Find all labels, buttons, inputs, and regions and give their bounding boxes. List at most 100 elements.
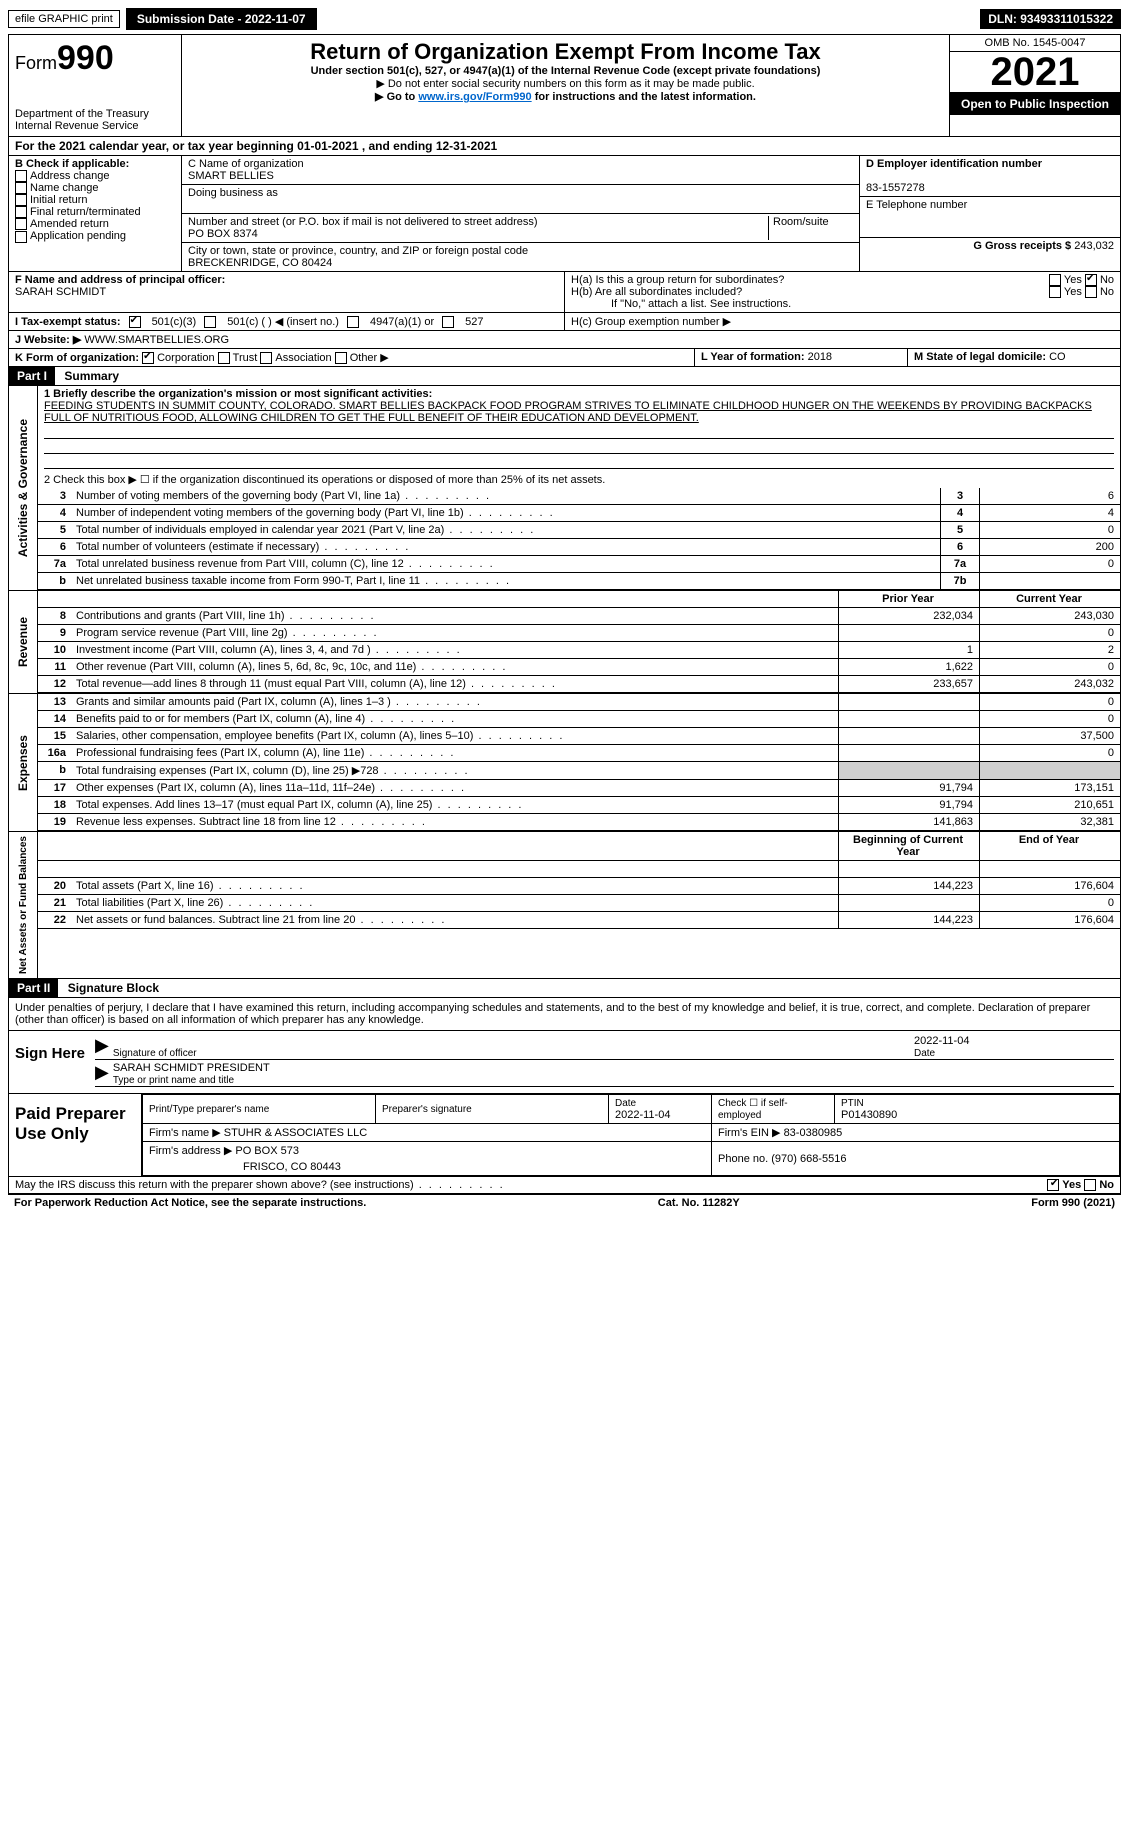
paid-preparer-section: Paid Preparer Use Only Print/Type prepar… — [9, 1094, 1120, 1177]
efile-label: efile GRAPHIC print — [8, 10, 120, 28]
firm-ein: 83-0380985 — [784, 1127, 843, 1139]
h-b-label: H(b) Are all subordinates included? — [571, 286, 742, 298]
ssn-note: ▶ Do not enter social security numbers o… — [190, 77, 941, 90]
revenue-section: Revenue Prior YearCurrent Year8Contribut… — [9, 591, 1120, 694]
tax-period: For the 2021 calendar year, or tax year … — [9, 137, 1120, 156]
paid-preparer-label: Paid Preparer Use Only — [9, 1094, 142, 1176]
part2-header: Part II — [9, 979, 58, 997]
arrow-icon: ▶ — [95, 1035, 109, 1059]
gross-receipts: 243,032 — [1074, 240, 1114, 252]
side-netassets: Net Assets or Fund Balances — [18, 832, 29, 978]
checkbox-501c[interactable] — [204, 316, 216, 328]
sig-officer-label: Signature of officer — [113, 1048, 197, 1059]
part1-header: Part I — [9, 367, 55, 385]
checkbox-name-change[interactable] — [15, 182, 27, 194]
side-revenue: Revenue — [16, 613, 30, 671]
pra-notice: For Paperwork Reduction Act Notice, see … — [14, 1197, 366, 1209]
checkbox-address-change[interactable] — [15, 170, 27, 182]
checkbox-ha-no[interactable] — [1085, 274, 1097, 286]
revenue-table: Prior YearCurrent Year8Contributions and… — [38, 591, 1120, 693]
box-m-label: M State of legal domicile: — [914, 351, 1046, 363]
dept-treasury: Department of the Treasury — [15, 108, 175, 120]
mission-text: FEEDING STUDENTS IN SUMMIT COUNTY, COLOR… — [44, 400, 1092, 424]
website-label: J Website: ▶ — [15, 334, 81, 346]
firm-name: STUHR & ASSOCIATES LLC — [224, 1127, 367, 1139]
firm-addr2: FRISCO, CO 80443 — [243, 1161, 341, 1173]
part1-title: Summary — [58, 367, 125, 385]
irs-link[interactable]: www.irs.gov/Form990 — [418, 91, 531, 103]
checkbox-final-return[interactable] — [15, 206, 27, 218]
box-c-name-label: C Name of organization — [188, 158, 304, 170]
officer-name: SARAH SCHMIDT — [15, 286, 106, 298]
checkbox-hb-yes[interactable] — [1049, 286, 1061, 298]
org-name: SMART BELLIES — [188, 170, 274, 182]
checkbox-trust[interactable] — [218, 352, 230, 364]
tax-year: 2021 — [950, 51, 1120, 93]
line2-text: 2 Check this box ▶ ☐ if the organization… — [38, 471, 1120, 488]
side-expenses: Expenses — [16, 731, 30, 795]
checkbox-amended[interactable] — [15, 218, 27, 230]
tax-exempt-label: I Tax-exempt status: — [15, 316, 121, 328]
checkbox-4947[interactable] — [347, 316, 359, 328]
checkbox-discuss-yes[interactable] — [1047, 1179, 1059, 1191]
checkbox-other[interactable] — [335, 352, 347, 364]
form-title: Return of Organization Exempt From Incom… — [190, 39, 941, 65]
checkbox-application-pending[interactable] — [15, 231, 27, 243]
city-label: City or town, state or province, country… — [188, 245, 528, 257]
discuss-text: May the IRS discuss this return with the… — [15, 1179, 414, 1191]
box-d-label: D Employer identification number — [866, 158, 1042, 170]
ein-value: 83-1557278 — [866, 182, 925, 194]
ptin-value: P01430890 — [841, 1109, 897, 1121]
part2-title: Signature Block — [62, 979, 165, 997]
omb-number: OMB No. 1545-0047 — [950, 35, 1120, 51]
expenses-section: Expenses 13Grants and similar amounts pa… — [9, 694, 1120, 832]
goto-note: ▶ Go to www.irs.gov/Form990 for instruct… — [190, 90, 941, 103]
checkbox-527[interactable] — [442, 316, 454, 328]
room-label: Room/suite — [773, 216, 829, 228]
box-l-label: L Year of formation: — [701, 351, 805, 363]
submission-date-button[interactable]: Submission Date - 2022-11-07 — [126, 8, 317, 30]
checkbox-ha-yes[interactable] — [1049, 274, 1061, 286]
box-g-label: G Gross receipts $ — [973, 240, 1071, 252]
box-e-label: E Telephone number — [866, 199, 967, 211]
governance-table: 3Number of voting members of the governi… — [38, 488, 1120, 590]
netassets-table: Beginning of Current YearEnd of Year 20T… — [38, 832, 1120, 929]
checkbox-discuss-no[interactable] — [1084, 1179, 1096, 1191]
print-name-label: Type or print name and title — [113, 1075, 234, 1086]
expenses-table: 13Grants and similar amounts paid (Part … — [38, 694, 1120, 831]
form-container: Form990 Department of the Treasury Inter… — [8, 34, 1121, 1195]
org-address: PO BOX 8374 — [188, 228, 258, 240]
line1-label: 1 Briefly describe the organization's mi… — [44, 388, 432, 400]
box-f-label: F Name and address of principal officer: — [15, 274, 225, 286]
addr-label: Number and street (or P.O. box if mail i… — [188, 216, 538, 228]
form-number: Form990 — [15, 39, 175, 78]
top-bar: efile GRAPHIC print Submission Date - 20… — [8, 8, 1121, 30]
website-value: WWW.SMARTBELLIES.ORG — [84, 334, 229, 346]
dba-label: Doing business as — [188, 187, 278, 199]
governance-section: Activities & Governance 1 Briefly descri… — [9, 386, 1120, 591]
irs-label: Internal Revenue Service — [15, 120, 175, 132]
officer-row: F Name and address of principal officer:… — [9, 272, 1120, 313]
cat-no: Cat. No. 11282Y — [658, 1197, 740, 1209]
penalty-text: Under penalties of perjury, I declare th… — [9, 998, 1120, 1031]
checkbox-association[interactable] — [260, 352, 272, 364]
netassets-section: Net Assets or Fund Balances Beginning of… — [9, 832, 1120, 979]
checkbox-501c3[interactable] — [129, 316, 141, 328]
footer: For Paperwork Reduction Act Notice, see … — [8, 1195, 1121, 1211]
date-label: Date — [914, 1048, 935, 1059]
box-k-label: K Form of organization: — [15, 352, 139, 364]
entity-row: B Check if applicable: Address change Na… — [9, 156, 1120, 272]
firm-phone: (970) 668-5516 — [771, 1153, 846, 1165]
officer-print-name: SARAH SCHMIDT PRESIDENT — [113, 1062, 270, 1074]
checkbox-initial-return[interactable] — [15, 194, 27, 206]
checkbox-hb-no[interactable] — [1085, 286, 1097, 298]
side-governance: Activities & Governance — [16, 415, 30, 561]
sign-date: 2022-11-04 — [914, 1035, 969, 1047]
open-public-label: Open to Public Inspection — [950, 93, 1120, 115]
h-b-note: If "No," attach a list. See instructions… — [571, 298, 1114, 310]
sign-here-label: Sign Here — [15, 1035, 95, 1089]
form-subtitle: Under section 501(c), 527, or 4947(a)(1)… — [190, 65, 941, 77]
dln-label: DLN: 93493311015322 — [980, 9, 1121, 29]
header-row: Form990 Department of the Treasury Inter… — [9, 35, 1120, 137]
checkbox-corporation[interactable] — [142, 352, 154, 364]
